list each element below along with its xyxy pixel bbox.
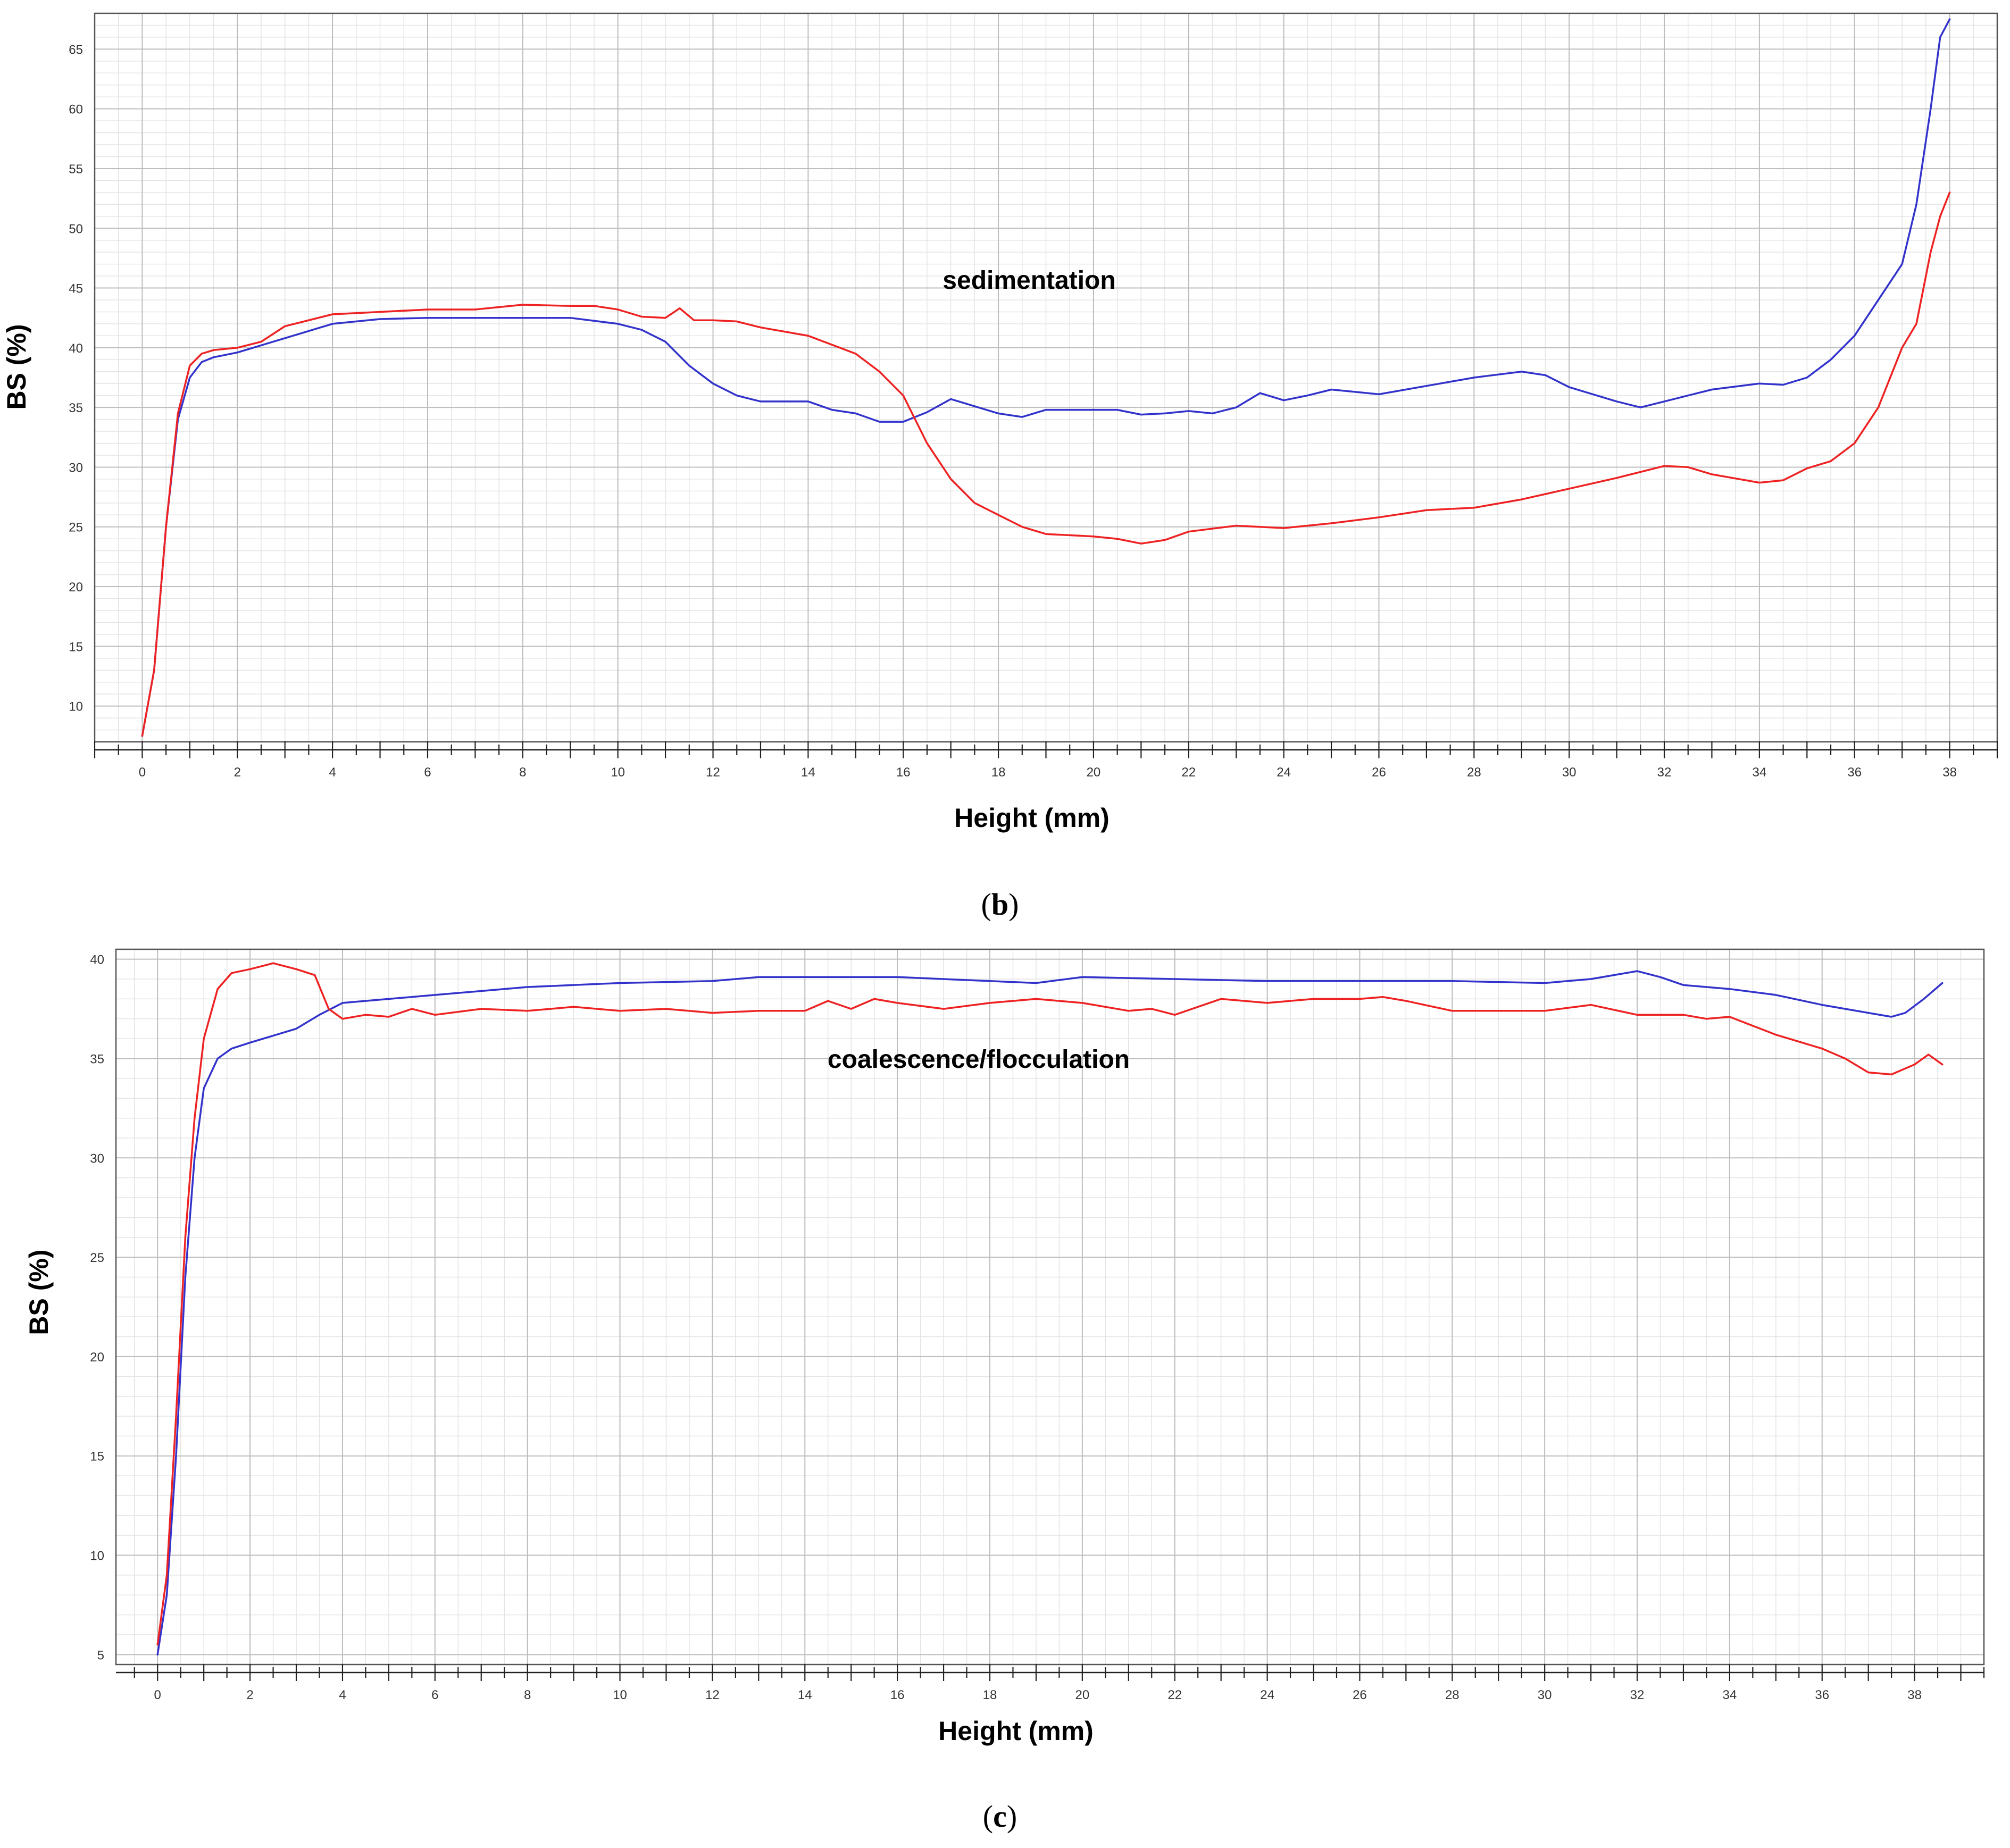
y-tick-label: 45	[69, 282, 83, 296]
y-tick-label: 35	[90, 1052, 104, 1066]
minor-grid	[116, 949, 1984, 1665]
x-tick-label: 32	[1657, 765, 1672, 780]
x-tick-label: 4	[339, 1688, 346, 1702]
series-line-2	[156, 962, 1944, 1646]
x-tick-label: 18	[983, 1688, 997, 1702]
y-tick-label: 25	[90, 1251, 104, 1265]
series-line-2	[141, 191, 1951, 737]
major-grid	[116, 949, 1984, 1665]
x-axis-title: Height (mm)	[938, 1716, 1094, 1746]
major-grid	[95, 13, 1997, 742]
chart-panel-c: 0 2 4 6 8 10 12 14 16 18 20 22 24 26 28 30 32 34 36 3851015…	[24, 948, 1985, 1834]
minor-grid	[94, 13, 1998, 742]
panel-label: (c)	[983, 1799, 1017, 1834]
chart-annotation: coalescence/flocculation	[828, 1046, 1130, 1074]
x-tick-label: 36	[1847, 765, 1862, 780]
panel-label: (b)	[981, 887, 1019, 922]
x-tick-label: 22	[1167, 1688, 1182, 1702]
x-tick-label: 20	[1075, 1688, 1089, 1702]
y-axis-title: BS (%)	[24, 1249, 54, 1335]
x-tick-label: 26	[1353, 1688, 1367, 1702]
x-tick-label: 24	[1277, 765, 1291, 780]
x-tick-label: 20	[1087, 765, 1101, 780]
x-tick-label: 34	[1723, 1688, 1737, 1702]
y-tick-label: 20	[69, 580, 83, 595]
y-tick-label: 25	[69, 521, 83, 535]
x-tick-label: 24	[1260, 1688, 1274, 1702]
y-tick-label: 50	[69, 222, 83, 236]
plot-frame	[115, 948, 1985, 1666]
y-tick-label: 55	[69, 162, 83, 177]
y-tick-label: 60	[69, 103, 83, 117]
x-tick-label: 6	[431, 1688, 438, 1702]
x-tick-label: 16	[890, 1688, 905, 1702]
y-tick-label: 15	[90, 1450, 104, 1464]
x-tick-label: 34	[1753, 765, 1767, 780]
y-tick-label: 65	[69, 43, 83, 57]
y-tick-label: 40	[69, 341, 83, 356]
x-tick-label: 32	[1630, 1688, 1645, 1702]
x-tick-label: 14	[801, 765, 815, 780]
x-tick-label: 4	[329, 765, 336, 780]
x-tick-label: 26	[1372, 765, 1386, 780]
x-tick-label: 2	[234, 765, 241, 780]
chart-panel-b: 0 2 4 6 8 10 12 14 16 18 20 22 24 26 28 30 32 34 36 3810152…	[2, 12, 1998, 922]
x-tick-label: 12	[706, 765, 720, 780]
y-tick-label: 15	[69, 640, 83, 654]
x-tick-label: 30	[1562, 765, 1577, 780]
y-tick-label: 30	[69, 461, 83, 475]
x-tick-label: 38	[1942, 765, 1957, 780]
series-line-1	[141, 18, 1951, 737]
x-tick-label: 28	[1445, 1688, 1459, 1702]
x-tick-label: 8	[519, 765, 526, 780]
x-tick-label: 16	[896, 765, 911, 780]
y-tick-label: 5	[97, 1648, 104, 1662]
x-tick-label: 0	[154, 1688, 161, 1702]
x-tick-label: 0	[139, 765, 146, 780]
x-tick-label: 2	[246, 1688, 253, 1702]
series-line-1	[156, 970, 1944, 1656]
x-tick-label: 10	[613, 1688, 627, 1702]
y-tick-label: 10	[90, 1549, 104, 1563]
y-tick-label: 35	[69, 401, 83, 415]
x-tick-label: 18	[991, 765, 1006, 780]
y-tick-label: 30	[90, 1151, 104, 1166]
x-tick-label: 36	[1815, 1688, 1829, 1702]
x-tick-label: 38	[1907, 1688, 1922, 1702]
x-tick-label: 8	[524, 1688, 531, 1702]
x-tick-label: 30	[1538, 1688, 1552, 1702]
y-tick-label: 20	[90, 1350, 104, 1365]
plot-area	[116, 949, 1984, 1665]
x-tick-label: 28	[1467, 765, 1481, 780]
x-tick-label: 10	[611, 765, 625, 780]
y-tick-label: 10	[69, 700, 83, 714]
chart-annotation: sedimentation	[943, 266, 1115, 295]
x-tick-label: 22	[1181, 765, 1196, 780]
x-tick-label: 14	[798, 1688, 812, 1702]
y-axis-title: BS (%)	[2, 324, 31, 409]
x-tick-label: 12	[705, 1688, 720, 1702]
x-axis-title: Height (mm)	[954, 803, 1110, 833]
y-tick-label: 40	[90, 953, 104, 967]
x-tick-label: 6	[424, 765, 431, 780]
